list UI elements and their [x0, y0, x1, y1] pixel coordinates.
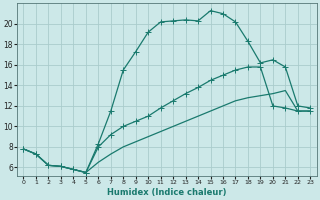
X-axis label: Humidex (Indice chaleur): Humidex (Indice chaleur): [107, 188, 227, 197]
